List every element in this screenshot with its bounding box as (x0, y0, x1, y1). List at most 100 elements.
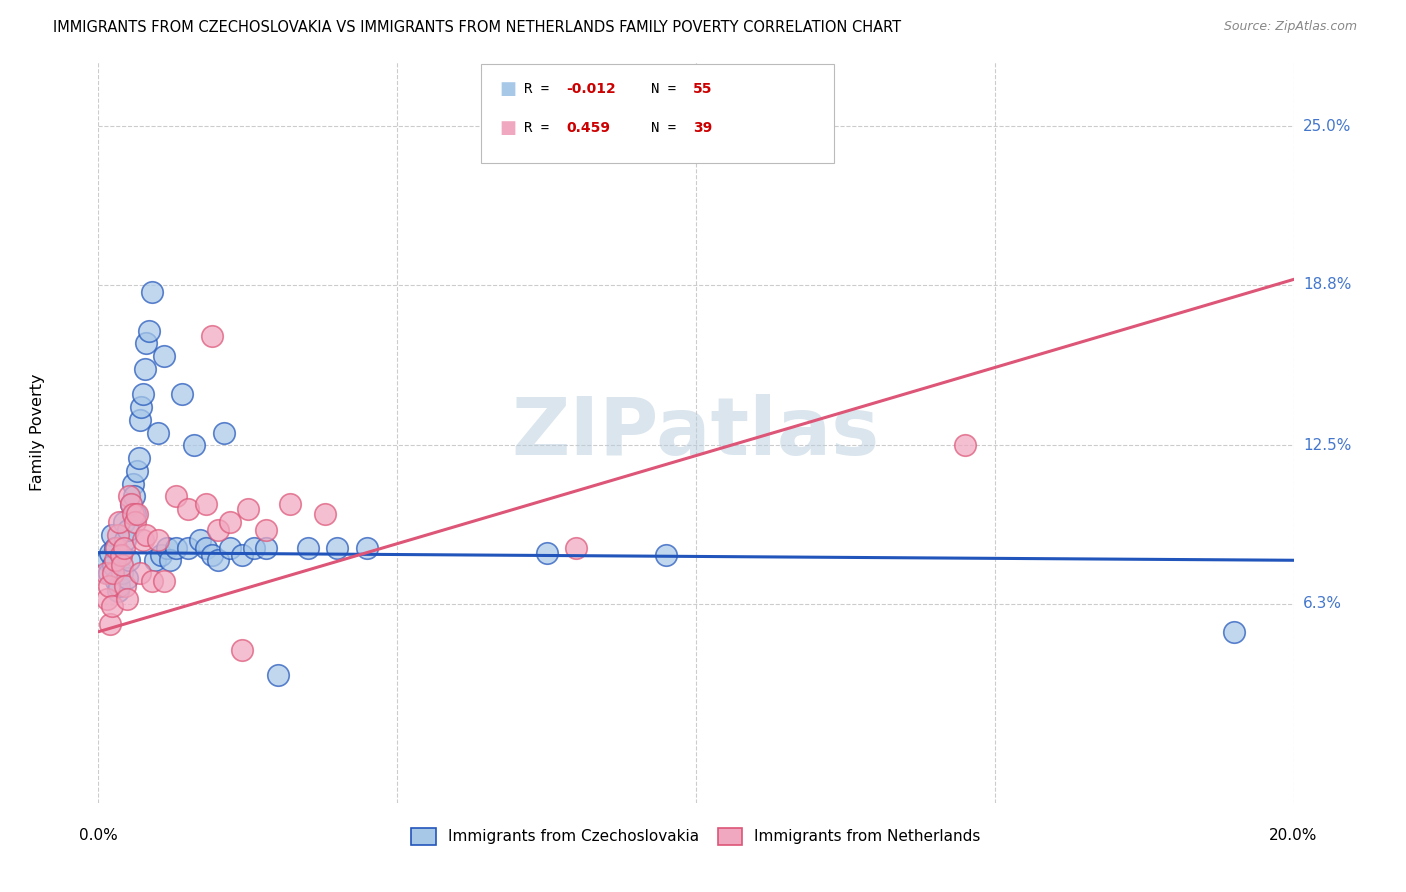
Point (201, 548, 224, 562)
Point (243, 541, 266, 555)
Point (153, 574, 176, 588)
Point (124, 508, 146, 522)
Point (124, 490, 146, 504)
Point (188, 533, 211, 547)
Point (141, 574, 163, 588)
Point (118, 490, 141, 504)
Point (104, 541, 127, 555)
Point (201, 328, 224, 343)
Text: R =: R = (524, 82, 558, 96)
Point (129, 566, 152, 580)
Text: ■: ■ (499, 80, 516, 98)
Point (177, 541, 200, 555)
Point (120, 497, 142, 511)
Point (108, 515, 131, 529)
Text: 25.0%: 25.0% (1303, 119, 1351, 134)
Text: Family Poverty: Family Poverty (30, 374, 45, 491)
Point (183, 438, 205, 452)
Point (131, 400, 153, 414)
Point (107, 583, 129, 598)
Point (132, 387, 155, 401)
Text: Source: ZipAtlas.com: Source: ZipAtlas.com (1223, 20, 1357, 33)
Point (107, 527, 129, 541)
Point (98, 546, 122, 560)
Point (219, 541, 242, 555)
Text: 39: 39 (693, 120, 713, 135)
Text: 0.459: 0.459 (567, 120, 610, 135)
Text: 0.0%: 0.0% (79, 829, 118, 843)
Point (156, 541, 179, 555)
Point (115, 571, 138, 585)
Point (165, 490, 187, 504)
Point (138, 324, 160, 338)
Point (219, 515, 242, 529)
Point (112, 515, 135, 529)
Point (127, 464, 149, 478)
Point (100, 599, 122, 614)
Point (111, 566, 134, 580)
Point (195, 541, 218, 555)
Point (111, 558, 134, 573)
Point (124, 515, 146, 529)
Point (105, 574, 128, 588)
Text: 55: 55 (693, 82, 713, 96)
Point (207, 553, 229, 567)
Text: 20.0%: 20.0% (1270, 829, 1317, 843)
Point (231, 642, 253, 657)
Point (134, 361, 156, 376)
Point (114, 533, 136, 547)
Point (148, 425, 170, 440)
Point (565, 541, 588, 555)
Point (98, 566, 121, 580)
Text: 18.8%: 18.8% (1303, 277, 1351, 292)
Point (114, 579, 136, 593)
Point (98, 579, 121, 593)
Point (148, 533, 170, 547)
Point (122, 508, 145, 522)
Point (141, 285, 163, 300)
Point (236, 502, 259, 516)
Point (118, 553, 141, 567)
Point (254, 523, 277, 537)
Point (165, 541, 187, 555)
Point (278, 497, 301, 511)
Point (112, 541, 135, 555)
Point (536, 546, 558, 560)
Point (104, 553, 127, 567)
Point (110, 548, 132, 562)
Point (326, 541, 349, 555)
Point (356, 541, 378, 555)
Point (127, 508, 149, 522)
Point (153, 349, 176, 363)
Point (105, 541, 128, 555)
Text: R =: R = (524, 120, 567, 135)
Point (953, 438, 976, 452)
Text: 6.3%: 6.3% (1303, 596, 1343, 611)
Point (98, 617, 122, 632)
Point (103, 558, 125, 573)
Point (108, 579, 131, 593)
Text: -0.012: -0.012 (567, 82, 616, 96)
Point (195, 497, 218, 511)
Point (120, 497, 142, 511)
Point (655, 548, 678, 562)
Point (177, 502, 200, 516)
Point (132, 533, 155, 547)
Point (115, 591, 138, 606)
Legend: Immigrants from Czechoslovakia, Immigrants from Netherlands: Immigrants from Czechoslovakia, Immigran… (405, 822, 987, 851)
Point (267, 668, 290, 682)
Point (96, 553, 118, 567)
Point (1223, 624, 1246, 639)
Point (135, 527, 157, 541)
Point (135, 336, 157, 351)
Point (231, 548, 253, 562)
Point (122, 476, 145, 491)
Point (143, 553, 166, 567)
Point (207, 523, 229, 537)
Point (117, 523, 139, 537)
Point (110, 548, 132, 562)
Point (172, 387, 194, 401)
Point (96, 591, 118, 606)
Text: N =: N = (651, 120, 685, 135)
Point (103, 566, 125, 580)
